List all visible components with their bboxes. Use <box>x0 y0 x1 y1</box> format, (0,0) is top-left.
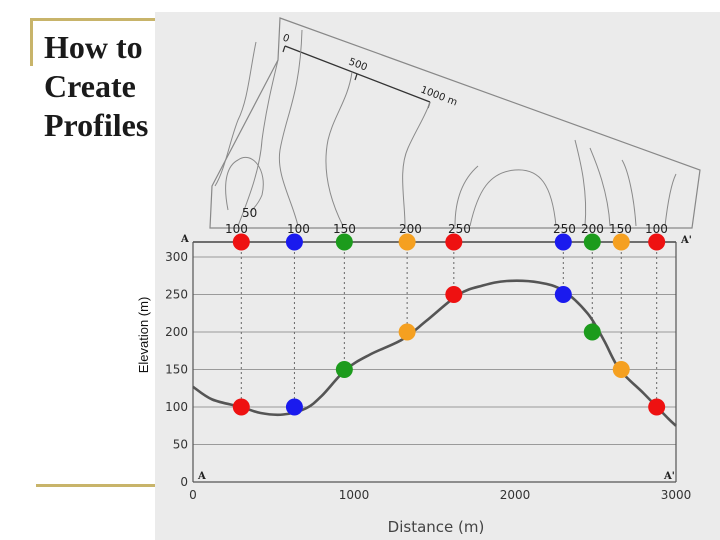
contour-line <box>621 159 637 227</box>
profile-point <box>583 323 601 341</box>
profile-point <box>445 286 463 303</box>
contour-lines <box>214 29 677 227</box>
contour-label: 150 <box>333 222 356 236</box>
x-tick-label: 1000 <box>339 488 370 502</box>
contour-line <box>225 157 264 213</box>
accent-bar-bottom <box>36 484 160 487</box>
profile-point <box>285 398 303 416</box>
y-tick-label: 200 <box>165 325 188 339</box>
contour-line <box>589 147 611 227</box>
contour-line <box>402 101 431 227</box>
contour-label: 200 <box>399 222 422 236</box>
scale-label: 1000 m <box>419 85 459 109</box>
section-start-label: A <box>180 234 189 245</box>
x-tick-label: 3000 <box>661 488 692 502</box>
title-line: How to <box>44 29 143 65</box>
profile-end-label: A' <box>663 471 675 482</box>
contour-label: 200 <box>581 222 604 236</box>
y-tick-label: 150 <box>165 363 188 377</box>
scale-bar: 0 500 1000 m <box>281 33 459 109</box>
crossing-marker <box>445 233 463 251</box>
profile-points <box>232 286 666 416</box>
crossing-marker <box>612 233 630 251</box>
contour-label: 150 <box>609 222 632 236</box>
contour-line <box>325 71 353 227</box>
profile-point <box>232 398 250 416</box>
y-tick-label: 50 <box>173 438 188 452</box>
y-tick-label: 250 <box>165 288 188 302</box>
accent-bar-vertical <box>30 18 33 66</box>
y-tick-label: 100 <box>165 400 188 414</box>
x-tick-labels: 0 1000 2000 3000 <box>189 488 691 502</box>
profile-point <box>648 398 666 416</box>
contour-line <box>237 59 279 227</box>
crossing-marker <box>583 233 601 251</box>
slide-title: How to Create Profiles <box>44 28 164 145</box>
projection-lines <box>240 242 658 407</box>
scale-bar-tick <box>282 45 286 53</box>
elevation-gridlines <box>193 256 676 445</box>
contour-line <box>454 165 479 227</box>
crossing-marker <box>648 233 666 251</box>
contour-line <box>214 41 257 187</box>
y-tick-labels: 0 50 100 150 200 250 300 <box>165 250 188 489</box>
contour-label: 100 <box>645 222 668 236</box>
contour-label: 250 <box>448 222 471 236</box>
y-tick-label: 300 <box>165 250 188 264</box>
title-line: Create <box>44 68 136 104</box>
crossing-marker <box>398 233 416 251</box>
scale-bar-line <box>284 45 431 103</box>
contour-crossing-markers <box>232 233 666 251</box>
contour-line <box>664 173 677 227</box>
contour-label: 100 <box>287 222 310 236</box>
accent-bar-horizontal <box>30 18 158 21</box>
section-end-label: A' <box>680 235 692 246</box>
x-axis-label: Distance (m) <box>388 518 485 536</box>
scale-bar-tick <box>354 73 358 81</box>
contour-label: 50 <box>242 206 257 220</box>
profile-point <box>612 361 630 378</box>
crossing-marker <box>232 233 250 251</box>
y-axis-label: Elevation (m) <box>136 297 151 374</box>
profile-axes <box>192 242 677 483</box>
x-tick-label: 0 <box>189 488 197 502</box>
contour-label: 250 <box>553 222 576 236</box>
profile-point <box>554 286 572 303</box>
contour-label: 100 <box>225 222 248 236</box>
profile-point <box>398 323 416 341</box>
crossing-marker <box>554 233 572 251</box>
contour-line <box>574 139 587 227</box>
profile-line <box>192 279 677 427</box>
profile-point <box>335 361 353 378</box>
profile-start-label: A <box>197 471 206 482</box>
y-tick-label: 0 <box>180 475 188 489</box>
x-tick-label: 2000 <box>500 488 531 502</box>
scale-label: 0 <box>281 33 291 46</box>
contour-line <box>278 29 303 227</box>
title-line: Profiles <box>44 107 149 143</box>
topographic-figure-background <box>155 12 720 540</box>
crossing-marker <box>335 233 353 251</box>
crossing-marker <box>285 233 303 251</box>
contour-line <box>469 169 557 227</box>
